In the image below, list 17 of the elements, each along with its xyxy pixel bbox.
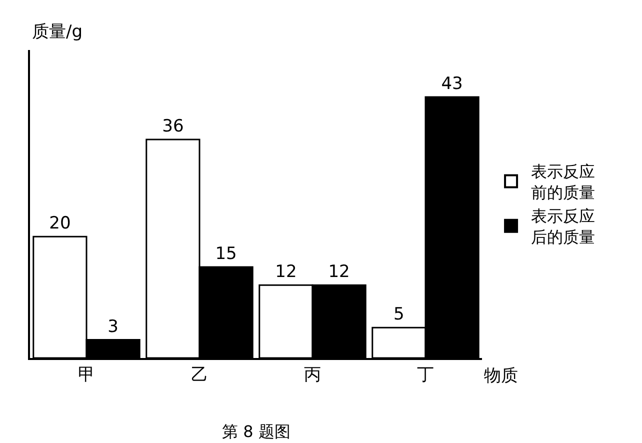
data-label: 12 bbox=[328, 262, 350, 282]
x-axis-title: 物质 bbox=[484, 366, 518, 386]
data-label: 15 bbox=[215, 244, 237, 264]
legend-label: 表示反应前的质量 bbox=[531, 162, 596, 202]
data-label: 5 bbox=[394, 304, 404, 325]
x-tick-label: 丙 bbox=[304, 365, 321, 386]
y-axis-title: 质量/g bbox=[32, 22, 83, 42]
text: 第 8 题图 bbox=[222, 422, 290, 441]
data-label: 43 bbox=[441, 74, 463, 94]
data-label: 20 bbox=[49, 214, 71, 234]
data-label: 3 bbox=[108, 316, 118, 337]
data-label: 36 bbox=[162, 116, 184, 136]
x-tick-label: 甲 bbox=[78, 365, 95, 386]
x-tick-label: 丁 bbox=[417, 365, 434, 386]
legend-label: 表示反应后的质量 bbox=[531, 206, 596, 247]
x-tick-label: 乙 bbox=[191, 365, 208, 386]
data-label: 12 bbox=[275, 262, 297, 282]
